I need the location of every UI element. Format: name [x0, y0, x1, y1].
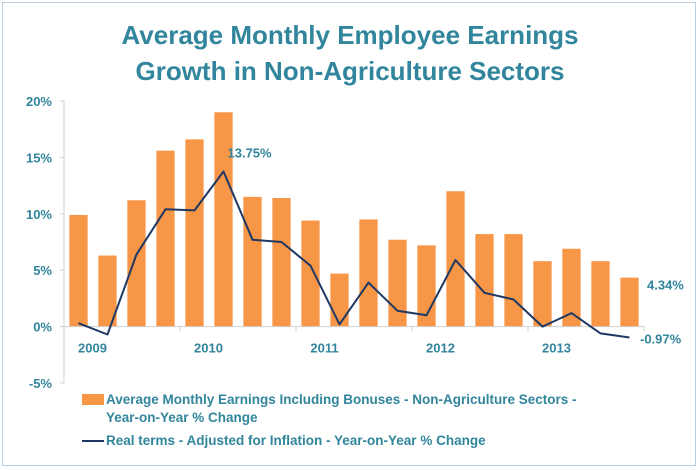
bar	[156, 150, 175, 327]
x-axis: 2009 2010 2011 2012 2013	[63, 326, 645, 356]
bar	[214, 112, 233, 327]
data-label-last-bar: 4.34%	[647, 278, 684, 293]
y-axis: -5% 0% 5% 10% 15% 20%	[26, 94, 65, 391]
data-labels: 13.75% 4.34% -0.97%	[228, 146, 685, 347]
legend-bars-label-line1: Average Monthly Earnings Including Bonus…	[106, 392, 577, 407]
x-tick-label: 2009	[78, 341, 107, 356]
legend-line-label: Real terms - Adjusted for Inflation - Ye…	[106, 433, 486, 448]
bar-series	[69, 112, 639, 327]
data-label-peak: 13.75%	[228, 146, 273, 161]
legend-item-bars: Average Monthly Earnings Including Bonus…	[82, 391, 577, 427]
bar	[504, 234, 523, 327]
x-tick-label: 2012	[426, 341, 455, 356]
bar	[69, 214, 88, 327]
bar	[98, 255, 117, 327]
bar	[620, 277, 639, 327]
chart-frame	[2, 2, 696, 466]
y-tick-label: -5%	[29, 376, 53, 391]
bar	[562, 248, 581, 327]
x-tick-label: 2010	[194, 341, 223, 356]
data-label-last-line: -0.97%	[640, 332, 682, 347]
x-tick-label: 2011	[310, 341, 338, 356]
bar	[533, 261, 552, 327]
bar	[591, 261, 610, 327]
real-terms-line	[78, 170, 630, 339]
chart-title-line-2: Growth in Non-Agriculture Sectors	[135, 56, 565, 86]
bar	[185, 139, 204, 327]
bar	[243, 196, 262, 327]
chart-title-line-1: Average Monthly Employee Earnings	[121, 20, 579, 50]
y-tick-label: 5%	[33, 263, 52, 278]
bar	[330, 273, 349, 327]
bar	[272, 198, 291, 327]
bar	[388, 239, 407, 327]
legend-line-swatch	[82, 440, 104, 442]
bar	[127, 200, 146, 327]
legend-bars-label-line2: Year-on-Year % Change	[106, 410, 258, 425]
y-tick-label: 15%	[26, 150, 52, 165]
y-tick-label: 10%	[26, 207, 52, 222]
bar	[359, 219, 378, 327]
x-tick-label: 2013	[542, 341, 571, 356]
y-tick-label: 0%	[33, 320, 52, 335]
line-series	[78, 170, 630, 339]
y-tick-label: 20%	[26, 94, 52, 109]
bar	[475, 234, 494, 327]
legend-item-line: Real terms - Adjusted for Inflation - Ye…	[82, 432, 486, 450]
bar	[446, 191, 465, 327]
legend-bar-swatch	[82, 394, 104, 405]
bar	[301, 220, 320, 327]
